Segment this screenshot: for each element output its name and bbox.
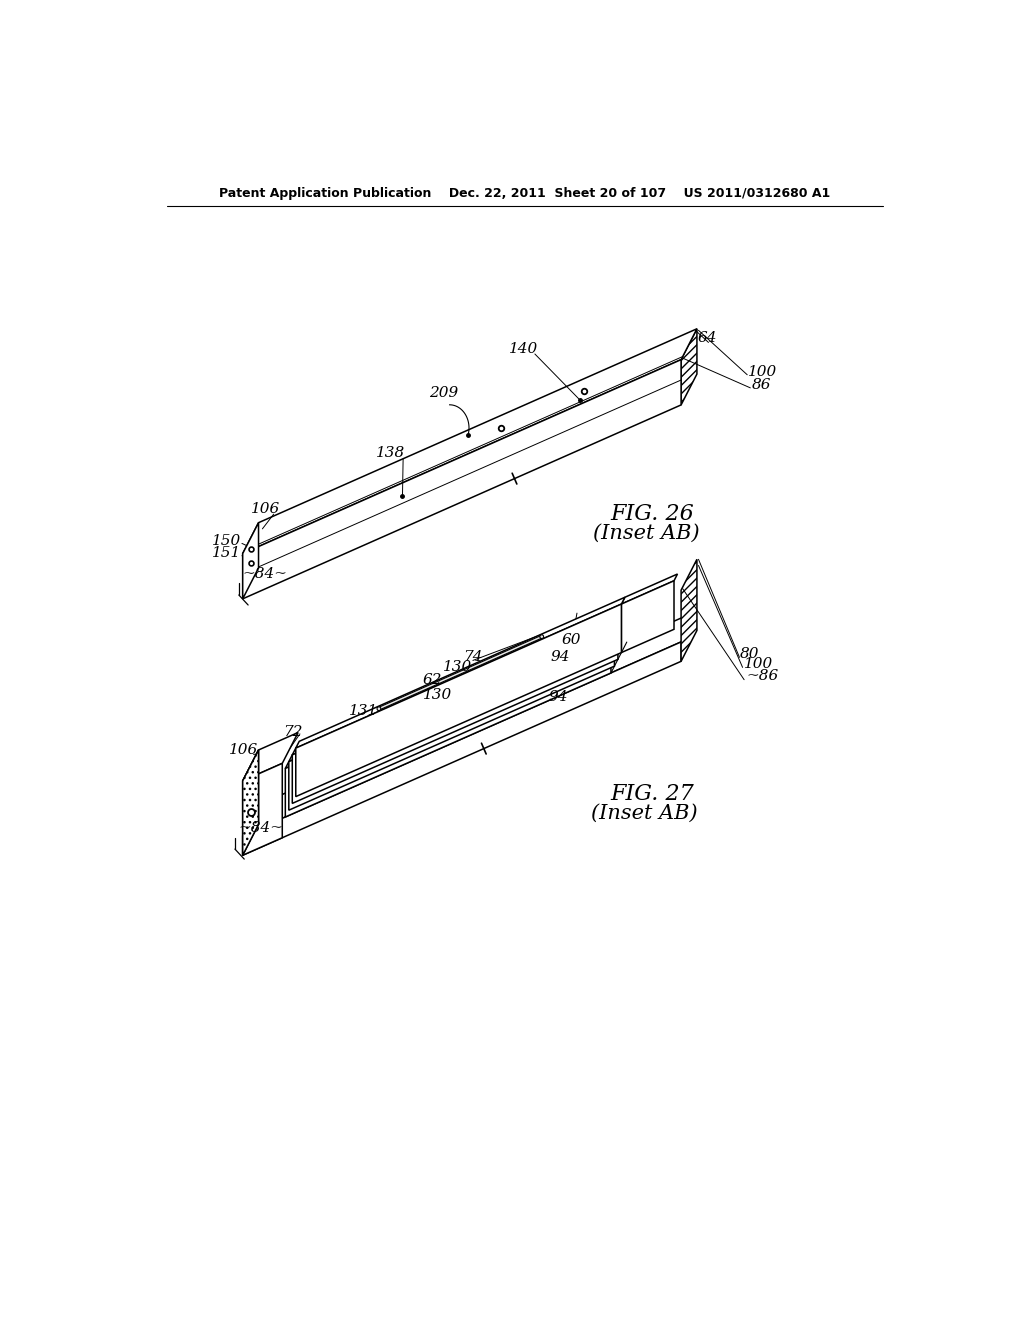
Text: ~84~: ~84~ (243, 568, 288, 581)
Polygon shape (375, 642, 540, 717)
Polygon shape (243, 763, 283, 855)
Circle shape (529, 655, 534, 659)
Polygon shape (292, 605, 622, 755)
Polygon shape (243, 733, 298, 781)
Polygon shape (681, 329, 697, 405)
Polygon shape (296, 605, 622, 796)
Text: ~84~: ~84~ (239, 821, 284, 836)
Text: FIG. 27: FIG. 27 (611, 783, 694, 805)
Polygon shape (296, 597, 625, 748)
Text: 209: 209 (429, 387, 458, 400)
Text: 94: 94 (549, 690, 568, 705)
Text: 62: 62 (423, 673, 442, 688)
Text: 106: 106 (228, 743, 258, 756)
Polygon shape (289, 611, 617, 762)
Polygon shape (243, 611, 697, 836)
Circle shape (374, 714, 377, 717)
Polygon shape (371, 648, 536, 725)
Polygon shape (286, 624, 611, 817)
Text: 106: 106 (251, 502, 280, 516)
Polygon shape (243, 750, 258, 855)
Text: (Inset AB): (Inset AB) (593, 524, 699, 543)
Circle shape (532, 648, 537, 652)
Text: 140: 140 (509, 342, 539, 356)
Polygon shape (378, 635, 543, 710)
Polygon shape (681, 560, 697, 661)
Text: 131: 131 (349, 705, 378, 718)
Polygon shape (286, 618, 614, 768)
Text: ~86: ~86 (746, 669, 778, 682)
Text: 80: 80 (740, 647, 760, 660)
Text: 86: 86 (752, 378, 771, 392)
Polygon shape (289, 618, 614, 810)
Text: 100: 100 (748, 364, 777, 379)
Text: 60: 60 (562, 632, 582, 647)
Circle shape (370, 721, 374, 725)
Polygon shape (292, 611, 617, 804)
Circle shape (377, 706, 381, 710)
Circle shape (540, 635, 544, 639)
Polygon shape (243, 805, 258, 855)
Polygon shape (622, 574, 678, 605)
Text: 150: 150 (212, 535, 241, 548)
Polygon shape (243, 523, 258, 599)
Polygon shape (622, 581, 674, 652)
Text: 72: 72 (283, 725, 302, 739)
Circle shape (537, 642, 540, 645)
Text: 94: 94 (550, 651, 570, 664)
Text: (Inset AB): (Inset AB) (592, 804, 698, 822)
Text: 64: 64 (697, 331, 717, 345)
Text: 151: 151 (212, 546, 241, 561)
Polygon shape (243, 329, 697, 553)
Text: 100: 100 (744, 657, 773, 672)
Text: Patent Application Publication    Dec. 22, 2011  Sheet 20 of 107    US 2011/0312: Patent Application Publication Dec. 22, … (219, 186, 830, 199)
Text: 74: 74 (463, 649, 482, 664)
Text: 130: 130 (443, 660, 473, 675)
Polygon shape (243, 359, 681, 599)
Text: FIG. 26: FIG. 26 (611, 503, 694, 525)
Polygon shape (368, 655, 532, 731)
Circle shape (367, 727, 371, 731)
Text: 138: 138 (376, 446, 406, 459)
Polygon shape (243, 642, 681, 855)
Polygon shape (243, 750, 258, 855)
Text: 130: 130 (423, 688, 452, 702)
